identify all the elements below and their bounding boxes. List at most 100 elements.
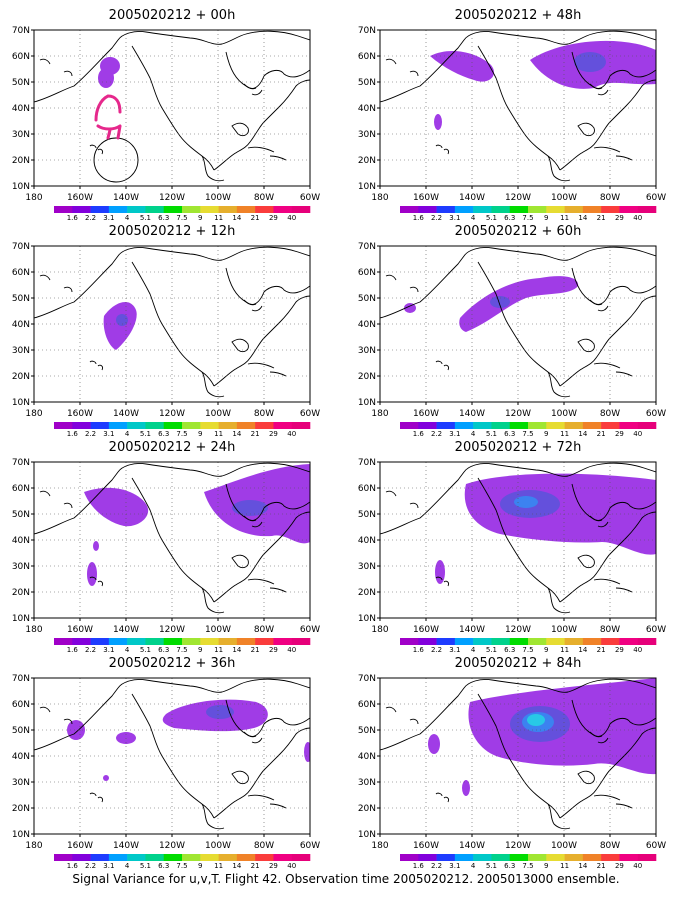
lat-tick-label: 50N (358, 510, 376, 520)
colorbar-swatch (108, 854, 128, 861)
colorbar-label: 40 (633, 214, 642, 222)
variance-contour (103, 302, 137, 350)
colorbar-swatch (400, 854, 419, 861)
lat-tick-label: 40N (358, 320, 376, 330)
colorbar-swatch (90, 638, 110, 645)
colorbar-swatch (528, 854, 547, 861)
colorbar-swatch (90, 206, 110, 213)
panel-title: 2005020212 + 36h (109, 656, 236, 671)
colorbar-swatch (163, 854, 183, 861)
lon-tick-label: 80W (600, 625, 620, 635)
map-panel: 2005020212 + 60h 70N 60N 50N 40N 30N 20N 10N180… (358, 224, 666, 438)
colorbar-swatch (454, 422, 474, 429)
plot-area (34, 246, 310, 402)
colorbar-swatch (637, 206, 657, 213)
colorbar-swatch (619, 206, 639, 213)
lon-tick-label: 160W (67, 841, 93, 851)
colorbar-swatch (528, 422, 547, 429)
lon-tick-label: 100W (205, 841, 231, 851)
colorbar-swatch (108, 206, 128, 213)
colorbar-label: 6.3 (158, 430, 169, 438)
lon-tick-label: 80W (600, 193, 620, 203)
lat-tick-label: 60N (358, 52, 376, 62)
colorbar-swatch (418, 422, 437, 429)
colorbar-swatch (619, 638, 639, 645)
plot-area (380, 246, 656, 402)
variance-contour (459, 276, 579, 332)
colorbar-label: 7.5 (176, 430, 187, 438)
colorbar-label: 9 (544, 862, 548, 870)
variance-contour (103, 775, 109, 781)
lat-tick-label: 10N (12, 398, 30, 408)
lat-tick-label: 20N (358, 372, 376, 382)
colorbar-swatch (528, 206, 547, 213)
colorbar-swatch (582, 422, 602, 429)
lat-tick-label: 50N (358, 726, 376, 736)
lon-tick-label: 180 (25, 841, 42, 851)
colorbar-swatch (200, 206, 219, 213)
colorbar-label: 21 (251, 862, 260, 870)
variance-contour (206, 705, 234, 719)
colorbar-label: 2.2 (85, 430, 96, 438)
colorbar-swatch (182, 206, 201, 213)
lat-tick-label: 60N (358, 484, 376, 494)
colorbar-label: 1.6 (67, 646, 79, 654)
panel-title: 2005020212 + 12h (109, 224, 236, 239)
colorbar-swatch (400, 206, 419, 213)
colorbar-swatch (145, 638, 165, 645)
lon-tick-label: 140W (113, 193, 139, 203)
lon-tick-label: 80W (600, 841, 620, 851)
colorbar-label: 1.6 (413, 862, 425, 870)
lon-tick-label: 60W (646, 409, 666, 419)
lat-tick-label: 40N (358, 104, 376, 114)
figure: 2005020212 + 00h70N60N50N40N30N20N10N180… (12, 8, 666, 870)
colorbar-swatch (546, 422, 565, 429)
colorbar-swatch (72, 854, 91, 861)
colorbar-swatch (546, 638, 565, 645)
colorbar-label: 2.2 (431, 862, 442, 870)
lat-tick-label: 70N (358, 242, 376, 252)
colorbar-label: 21 (597, 646, 606, 654)
colorbar-swatch (564, 854, 584, 861)
variance-contour (232, 500, 268, 516)
lon-tick-label: 60W (300, 841, 320, 851)
lon-tick-label: 100W (551, 409, 577, 419)
plot-area (34, 678, 310, 834)
colorbar-label: 29 (269, 214, 278, 222)
colorbar-swatch (400, 422, 419, 429)
colorbar-swatch (582, 206, 602, 213)
lat-tick-label: 40N (12, 536, 30, 546)
lon-tick-label: 140W (459, 841, 485, 851)
colorbar-label: 1.6 (67, 214, 79, 222)
colorbar-swatch (454, 854, 474, 861)
colorbar-swatch (108, 638, 128, 645)
lon-tick-label: 80W (254, 841, 274, 851)
colorbar-label: 40 (287, 646, 296, 654)
lon-tick-label: 60W (300, 625, 320, 635)
lat-tick-label: 70N (12, 674, 30, 684)
lat-tick-label: 40N (358, 536, 376, 546)
lat-tick-label: 70N (358, 674, 376, 684)
colorbar-swatch (418, 206, 437, 213)
colorbar-swatch (400, 638, 419, 645)
map-panel: 2005020212 + 00h 70N 60N 50N 40N 30N 20N 10N180… (12, 8, 320, 222)
colorbar-label: 6.3 (504, 214, 515, 222)
colorbar-swatch (54, 206, 73, 213)
colorbar-label: 21 (597, 862, 606, 870)
lat-tick-label: 60N (358, 700, 376, 710)
lon-tick-label: 120W (505, 625, 531, 635)
lon-tick-label: 140W (113, 841, 139, 851)
colorbar-label: 11 (214, 430, 223, 438)
lon-tick-label: 100W (551, 625, 577, 635)
colorbar-label: 1.6 (413, 430, 425, 438)
lat-tick-label: 70N (358, 458, 376, 468)
colorbar-swatch (200, 422, 219, 429)
colorbar-swatch (509, 854, 529, 861)
colorbar-swatch (145, 422, 165, 429)
colorbar-swatch (436, 422, 456, 429)
colorbar-label: 29 (269, 430, 278, 438)
panel-title: 2005020212 + 48h (455, 8, 582, 23)
lon-tick-label: 80W (254, 625, 274, 635)
lon-tick-label: 120W (159, 841, 185, 851)
colorbar-label: 40 (287, 430, 296, 438)
